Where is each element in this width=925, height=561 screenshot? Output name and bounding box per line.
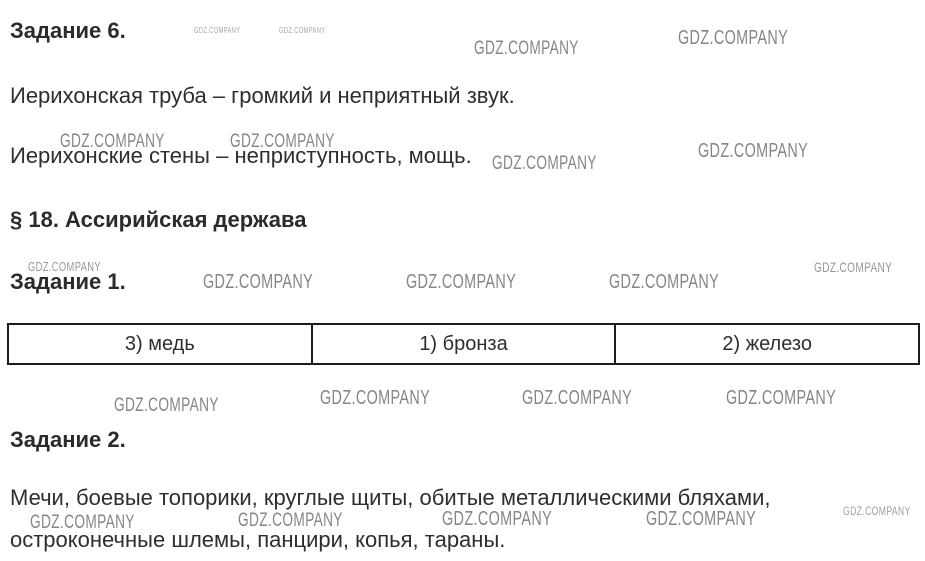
watermark: GDZ.COMPANY bbox=[698, 140, 809, 162]
watermark: GDZ.COMPANY bbox=[726, 387, 837, 409]
watermark: GDZ.COMPANY bbox=[406, 271, 517, 293]
watermark: GDZ.COMPANY bbox=[609, 271, 720, 293]
table-cell-copper: 3) медь bbox=[124, 332, 195, 355]
watermark: GDZ.COMPANY bbox=[203, 271, 314, 293]
watermark: GDZ.COMPANY bbox=[814, 259, 893, 275]
watermark: GDZ.COMPANY bbox=[474, 38, 579, 59]
heading-section18: § 18. Ассирийская держава bbox=[10, 207, 307, 232]
heading-task6: Задание 6. bbox=[10, 18, 126, 43]
watermark: GDZ.COMPANY bbox=[678, 27, 789, 49]
watermark: GDZ.COMPANY bbox=[442, 508, 553, 530]
watermark: GDZ.COMPANY bbox=[522, 387, 633, 409]
table-cell-bronze: 1) бронза bbox=[310, 325, 615, 363]
answers-table: 3) медь 1) бронза 2) железо bbox=[7, 323, 920, 365]
watermark: GDZ.COMPANY bbox=[60, 131, 165, 152]
heading-task2: Задание 2. bbox=[10, 427, 126, 452]
watermark: GDZ.COMPANY bbox=[843, 504, 911, 518]
watermark: GDZ.COMPANY bbox=[230, 131, 335, 152]
table-cell-iron: 2) железо bbox=[614, 325, 918, 363]
answer-task6-line1: Иерихонская труба – громкий и неприятный… bbox=[10, 83, 515, 108]
watermark: GDZ.COMPANY bbox=[279, 26, 326, 35]
watermark: GDZ.COMPANY bbox=[194, 26, 241, 35]
watermark: GDZ.COMPANY bbox=[646, 508, 757, 530]
watermark: GDZ.COMPANY bbox=[238, 510, 343, 531]
watermark: GDZ.COMPANY bbox=[114, 395, 219, 416]
watermark: GDZ.COMPANY bbox=[492, 153, 597, 174]
heading-task1: Задание 1. bbox=[10, 269, 126, 294]
answer-task2-line2: остроконечные шлемы, панцири, копья, тар… bbox=[10, 527, 506, 552]
watermark: GDZ.COMPANY bbox=[320, 387, 431, 409]
answer-task2-line1: Мечи, боевые топорики, круглые щиты, оби… bbox=[10, 485, 771, 510]
watermark: GDZ.COMPANY bbox=[28, 259, 101, 274]
answer-task6-line2: Иерихонские стены – неприступность, мощь… bbox=[10, 143, 472, 168]
watermark: GDZ.COMPANY bbox=[30, 512, 135, 533]
